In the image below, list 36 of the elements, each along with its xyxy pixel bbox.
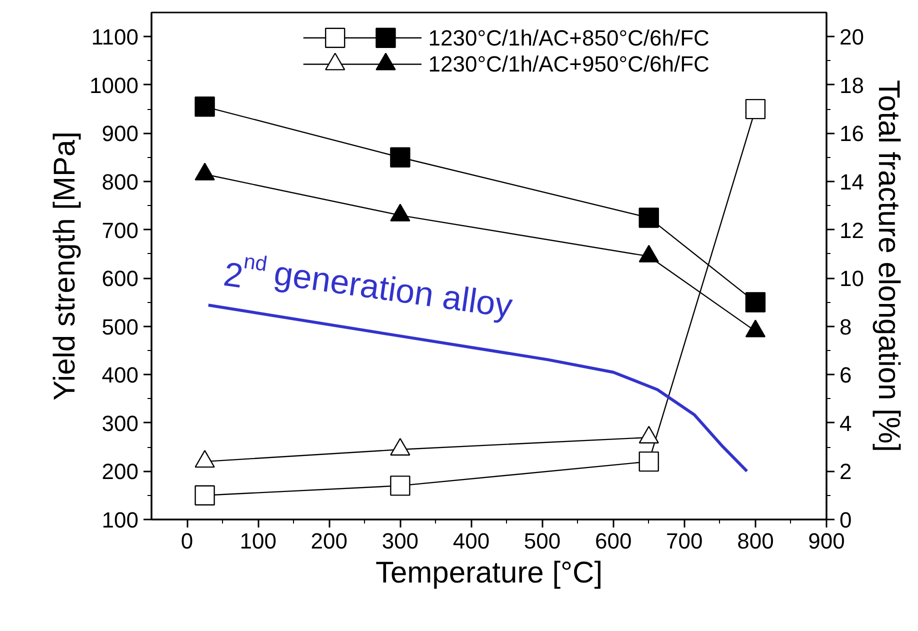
x-axis-title: Temperature [°C] [375,556,603,590]
y-tick-label: 400 [102,362,139,388]
y2-tick-label: 18 [840,72,864,98]
text: 2nd generation alloy [221,250,515,326]
x-tick-label: 500 [524,528,561,554]
y2-tick-label: 10 [840,266,864,292]
x-tick-label: 400 [452,528,490,554]
y2-tick-label: 8 [840,314,852,340]
y-tick-label: 900 [102,121,139,146]
y-tick-label: 500 [102,314,139,340]
x-tick-label: 200 [310,528,348,554]
x-tick-label: 700 [666,528,703,554]
y2-tick-label: 16 [840,121,864,146]
x-tick-label: 800 [737,528,774,554]
y-tick-label: 1100 [91,24,139,50]
y-tick-label: 800 [102,170,139,194]
legend-label: 1230°C/1h/AC+950°C/6h/FC [428,52,710,77]
y2-tick-label: 4 [840,410,852,436]
y2-tick-label: 2 [840,459,852,484]
y2-axis-title: Total fracture elongation [%] [872,80,905,452]
y-tick-label: 200 [102,459,139,484]
y-tick-label: 1000 [90,72,139,98]
y2-tick-label: 12 [840,218,864,243]
y-axis-title: Yield strength [MPa] [48,131,82,401]
y-tick-label: 100 [102,508,139,532]
x-tick-label: 100 [240,528,276,554]
y-tick-label: 600 [102,266,139,292]
y2-tick-label: 20 [840,24,864,50]
y2-tick-label: 6 [840,362,852,388]
x-tick-label: 300 [382,528,419,554]
x-tick-label: 600 [594,528,632,554]
legend-label: 1230°C/1h/AC+850°C/6h/FC [428,25,710,50]
y-tick-label: 700 [102,218,139,243]
y2-tick-label: 14 [840,170,864,194]
x-tick-label: 0 [180,528,194,554]
y-tick-label: 300 [102,410,139,436]
